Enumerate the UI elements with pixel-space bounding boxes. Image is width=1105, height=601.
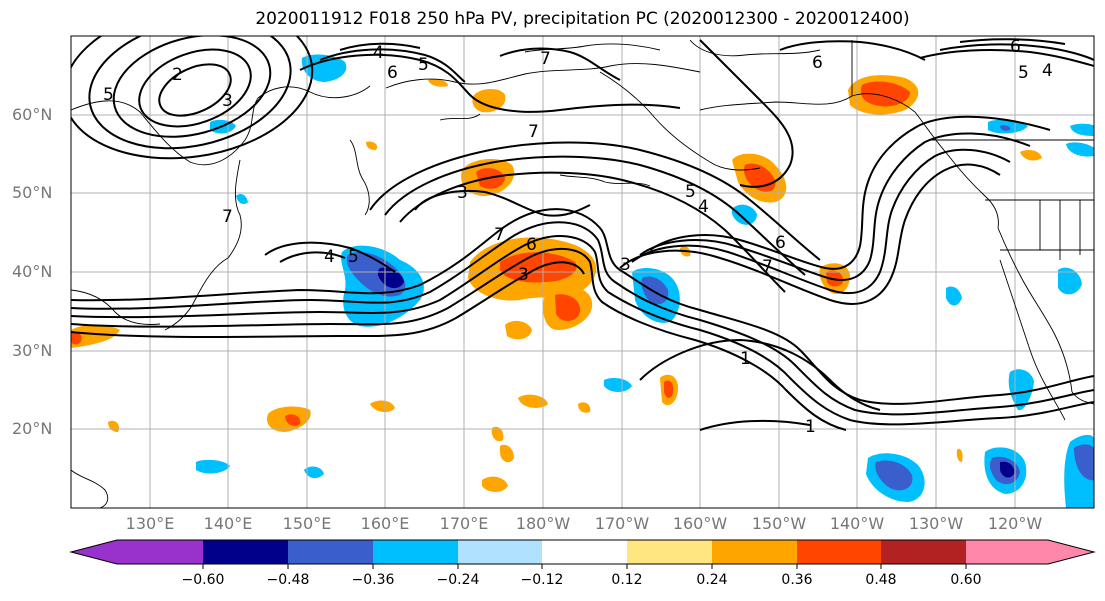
lon-label: 130°W [908, 514, 964, 533]
colorbar-tick-label: −0.60 [181, 572, 225, 588]
contour-label: 3 [457, 183, 468, 203]
lon-label: 170°E [439, 514, 489, 533]
contour-label: 7 [494, 225, 505, 245]
lon-label: 120°W [987, 514, 1043, 533]
map-title: 2020011912 F018 250 hPa PV, precipitatio… [255, 9, 910, 29]
contour-label: 6 [812, 53, 823, 73]
contour-label: 6 [526, 235, 537, 255]
contour-label: 2 [172, 65, 183, 85]
colorbar-tick-label: 0.36 [781, 572, 813, 588]
colorbar-tick-label: −0.24 [436, 572, 480, 588]
contour-label: 7 [540, 49, 551, 69]
contour-label: 4 [324, 247, 335, 267]
contour-label: 4 [373, 43, 384, 63]
contour-label: 3 [518, 265, 529, 285]
lon-label: 180°W [515, 514, 571, 533]
contour-label: 6 [775, 233, 786, 253]
colorbar-tick-label: −0.48 [266, 572, 310, 588]
contour-label: 4 [1042, 61, 1053, 81]
contour-label: 3 [222, 91, 233, 111]
lon-label: 150°W [751, 514, 807, 533]
lat-label-50n: 50°N [12, 183, 53, 202]
colorbar [69, 539, 1096, 569]
pv-contours [71, 36, 1094, 431]
contour-label-group: 5 2 3 4 6 5 7 6 7 3 5 4 7 6 3 5 4 6 7 1 … [103, 37, 1053, 437]
coastlines [71, 39, 1094, 508]
contour-label: 5 [348, 247, 359, 267]
lon-label: 150°E [282, 514, 332, 533]
contour-label: 5 [418, 55, 429, 75]
contour-label: 5 [103, 85, 114, 105]
lat-label-60n: 60°N [12, 105, 53, 124]
colorbar-tick-label: 0.24 [696, 572, 728, 588]
map-frame [70, 35, 1095, 509]
colorbar-tick-label: 0.60 [950, 572, 982, 588]
lat-label-30n: 30°N [12, 341, 53, 360]
lat-label-40n: 40°N [12, 262, 53, 281]
colorbar-tick-label: 0.48 [865, 572, 897, 588]
precip-positive-shading [71, 75, 1042, 492]
colorbar-tick-label: −0.36 [351, 572, 395, 588]
lon-label: 130°E [125, 514, 175, 533]
lon-label: 170°W [594, 514, 650, 533]
lon-label: 140°W [829, 514, 885, 533]
contour-label: 5 [685, 182, 696, 202]
contour-label: 7 [528, 122, 539, 142]
lon-label: 160°E [360, 514, 410, 533]
lat-label-20n: 20°N [12, 419, 53, 438]
contour-label: 6 [1010, 37, 1021, 57]
colorbar-tick-label: −0.12 [520, 572, 564, 588]
contour-label: 4 [698, 197, 709, 217]
contour-label: 1 [740, 349, 751, 369]
contour-label: 6 [387, 63, 398, 83]
colorbar-tick-label: 0.12 [611, 572, 643, 588]
lon-label: 140°E [203, 514, 253, 533]
contour-label: 3 [620, 255, 631, 275]
precip-negative-shading [196, 54, 1094, 508]
lon-label: 160°W [672, 514, 728, 533]
contour-label: 5 [1018, 63, 1029, 83]
contour-label: 1 [805, 417, 816, 437]
contour-label: 7 [222, 207, 233, 227]
contour-label: 7 [762, 257, 773, 277]
